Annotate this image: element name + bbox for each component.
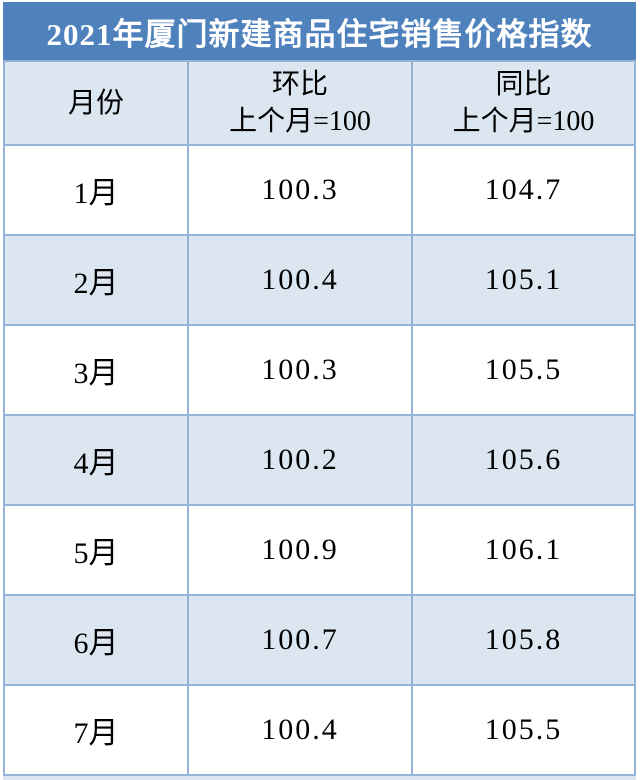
month-cell: 3月 — [5, 326, 189, 414]
yoy-index-cell: 105.8 — [484, 623, 563, 656]
table-row: 2月 100.4 105.1 — [5, 236, 634, 326]
month-cell: 1月 — [5, 146, 189, 234]
yoy-index-cell: 105.5 — [484, 353, 563, 386]
table-row: 4月 100.2 105.6 — [5, 416, 634, 506]
header-mom-label: 环比 — [271, 69, 328, 100]
mom-index-cell: 100.3 — [189, 326, 413, 414]
table-row: 5月 100.9 106.1 — [5, 506, 634, 596]
month-cell: 5月 — [5, 506, 189, 594]
table-body: 1月 100.3 104.7 2月 100.4 105.1 3月 100.3 1… — [5, 146, 634, 774]
month-cell: 6月 — [5, 596, 189, 684]
table-title: 2021年厦门新建商品住宅销售价格指数 — [3, 2, 636, 60]
table-row: 1月 100.3 104.7 — [5, 146, 634, 236]
header-yoy-sublabel: 上个月=100 — [452, 106, 595, 137]
table-row: 7月 100.4 105.5 — [5, 686, 634, 774]
yoy-index-cell: 104.7 — [484, 173, 563, 206]
mom-index-cell: 100.9 — [189, 506, 413, 594]
mom-index-cell: 100.7 — [189, 596, 413, 684]
mom-index-cell: 100.2 — [189, 416, 413, 504]
mom-index-cell: 100.4 — [189, 236, 413, 324]
table-row: 6月 100.7 105.8 — [5, 596, 634, 686]
header-month: 月份 — [5, 62, 189, 144]
yoy-index-cell: 105.5 — [484, 713, 563, 746]
month-cell: 7月 — [5, 686, 189, 774]
mom-index-cell: 100.4 — [189, 686, 413, 774]
yoy-index-cell: 105.1 — [484, 263, 563, 296]
yoy-index-cell: 106.1 — [484, 533, 563, 566]
header-yoy-label: 同比 — [495, 69, 552, 100]
next-row-partial — [3, 776, 636, 780]
mom-index-cell: 100.3 — [189, 146, 413, 234]
month-cell: 2月 — [5, 236, 189, 324]
table-header: 月份 环比 上个月=100 同比 上个月=100 — [5, 62, 634, 146]
header-month-label: 月份 — [67, 87, 124, 119]
header-mom: 环比 上个月=100 — [189, 62, 413, 144]
table-row: 3月 100.3 105.5 — [5, 326, 634, 416]
month-cell: 4月 — [5, 416, 189, 504]
yoy-index-cell: 105.6 — [484, 443, 563, 476]
header-yoy: 同比 上个月=100 — [413, 62, 634, 144]
price-index-table: 月份 环比 上个月=100 同比 上个月=100 1月 100.3 104.7 … — [3, 60, 636, 776]
header-mom-sublabel: 上个月=100 — [229, 106, 371, 137]
